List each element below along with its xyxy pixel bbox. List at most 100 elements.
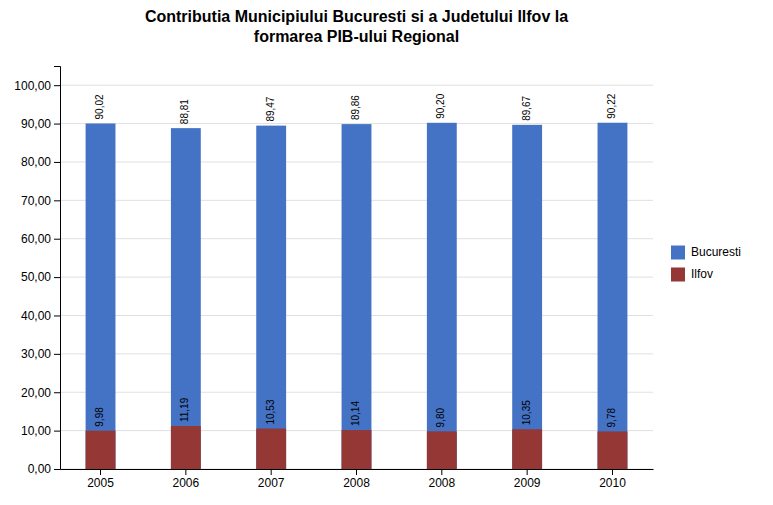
data-label: 89,67 xyxy=(521,95,532,120)
y-tick-mark xyxy=(54,277,60,278)
bar xyxy=(427,123,457,469)
data-label: 89,86 xyxy=(350,95,361,120)
y-tick-label: 50,00 xyxy=(21,270,51,284)
data-label: 10,35 xyxy=(521,400,532,425)
y-tick-label: 90,00 xyxy=(21,117,51,131)
data-label: 90,20 xyxy=(435,93,446,118)
legend-label: Ilfov xyxy=(691,267,713,281)
data-label: 90,02 xyxy=(94,94,105,119)
bar xyxy=(598,123,628,469)
y-tick-label: 0,00 xyxy=(28,462,52,476)
data-label: 89,47 xyxy=(265,96,276,121)
bar xyxy=(171,128,201,469)
x-axis: 2005200620072008200820092010 xyxy=(61,469,654,490)
legend-swatch xyxy=(671,268,685,282)
y-tick: 30,00 xyxy=(21,347,60,361)
x-tick: 2010 xyxy=(599,469,626,490)
x-tick-label: 2008 xyxy=(428,476,455,490)
x-tick: 2008 xyxy=(343,469,370,490)
bar xyxy=(256,126,286,469)
legend-label: Bucuresti xyxy=(691,245,741,259)
data-label: 9,98 xyxy=(94,407,105,427)
y-tick: 40,00 xyxy=(21,309,60,323)
bar xyxy=(427,431,457,469)
x-tick-label: 2008 xyxy=(343,476,370,490)
x-tick-mark xyxy=(100,469,101,475)
legend-swatch xyxy=(671,246,685,260)
bar xyxy=(512,125,542,469)
y-tick: 80,00 xyxy=(21,155,60,169)
y-tick-label: 70,00 xyxy=(21,194,51,208)
y-tick-label: 60,00 xyxy=(21,232,51,246)
x-tick-mark xyxy=(271,469,272,475)
x-tick-label: 2009 xyxy=(514,476,541,490)
data-label: 88,81 xyxy=(179,99,190,124)
data-label: 10,14 xyxy=(350,401,361,426)
title-line: formarea PIB-ului Regional xyxy=(254,28,459,45)
y-tick-mark xyxy=(54,200,60,201)
grid-line xyxy=(60,85,653,86)
x-tick: 2008 xyxy=(428,469,455,490)
y-tick-label: 100,00 xyxy=(14,79,51,93)
data-label: 9,80 xyxy=(435,407,446,427)
y-tick-mark xyxy=(54,431,60,432)
y-tick-label: 20,00 xyxy=(21,386,51,400)
y-tick: 100,00 xyxy=(14,79,60,93)
y-tick-mark xyxy=(54,239,60,240)
y-tick-mark xyxy=(54,124,60,125)
title-line: Contributia Municipiului Bucuresti si a … xyxy=(145,8,568,25)
bar-series xyxy=(86,426,628,469)
x-tick-mark xyxy=(612,469,613,475)
x-tick-label: 2006 xyxy=(173,476,200,490)
x-tick: 2006 xyxy=(173,469,200,490)
legend-item: Bucuresti xyxy=(671,245,741,260)
y-axis-line xyxy=(54,67,61,470)
y-tick: 0,00 xyxy=(28,462,60,476)
x-tick-mark xyxy=(356,469,357,475)
x-tick-label: 2010 xyxy=(599,476,626,490)
y-tick-label: 40,00 xyxy=(21,309,51,323)
y-tick-mark xyxy=(54,85,60,86)
y-tick-mark xyxy=(54,392,60,393)
data-label: 90,22 xyxy=(606,93,617,118)
bar xyxy=(342,430,372,469)
y-tick: 60,00 xyxy=(21,232,60,246)
x-tick-label: 2005 xyxy=(87,476,114,490)
bar xyxy=(342,124,372,469)
data-labels: 90,02 88,81 89,47 89,86 90,20 89,67 90,22 9,98 1… xyxy=(94,93,617,427)
y-tick-label: 10,00 xyxy=(21,424,51,438)
grid-line xyxy=(60,123,653,124)
y-tick-mark xyxy=(54,162,60,163)
x-tick-mark xyxy=(527,469,528,475)
x-tick: 2005 xyxy=(87,469,114,490)
bars xyxy=(86,123,628,469)
y-tick-label: 30,00 xyxy=(21,347,51,361)
y-tick: 90,00 xyxy=(21,117,60,131)
bar xyxy=(598,431,628,469)
y-tick: 50,00 xyxy=(21,270,60,284)
plot: 0,00 10,00 20,00 30,00 40,00 50,00 60,00 70,00 8… xyxy=(14,67,653,490)
y-tick: 70,00 xyxy=(21,194,60,208)
x-tick-mark xyxy=(185,469,186,475)
x-tick-mark xyxy=(441,469,442,475)
title: Contributia Municipiului Bucuresti si a … xyxy=(145,8,568,45)
bar xyxy=(512,429,542,469)
legend: Bucuresti Ilfov xyxy=(671,245,741,282)
bar-series xyxy=(86,123,628,469)
bar xyxy=(256,429,286,469)
y-tick-mark xyxy=(54,354,60,355)
data-label: 9,78 xyxy=(606,408,617,428)
y-tick-mark xyxy=(54,469,60,470)
legend-item: Ilfov xyxy=(671,267,713,282)
data-label: 10,53 xyxy=(265,399,276,424)
bar xyxy=(86,431,116,469)
data-label: 11,19 xyxy=(179,397,190,422)
bar xyxy=(171,426,201,469)
y-tick-label: 80,00 xyxy=(21,155,51,169)
y-tick-mark xyxy=(54,315,60,316)
y-axis: 0,00 10,00 20,00 30,00 40,00 50,00 60,00 70,00 8… xyxy=(14,67,60,477)
grid xyxy=(60,85,653,469)
bar xyxy=(86,123,116,469)
chart: 0,00 10,00 20,00 30,00 40,00 50,00 60,00 70,00 8… xyxy=(0,0,773,505)
x-tick: 2009 xyxy=(514,469,541,490)
